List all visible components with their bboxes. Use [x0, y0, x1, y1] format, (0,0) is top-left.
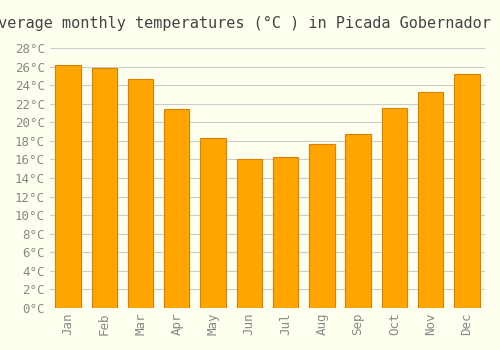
Title: Average monthly temperatures (°C ) in Picada Gobernador López: Average monthly temperatures (°C ) in Pi…: [0, 15, 500, 31]
Bar: [56, 65, 80, 308]
Bar: [128, 79, 153, 308]
Bar: [200, 138, 226, 308]
Bar: [309, 144, 334, 308]
Bar: [273, 157, 298, 308]
Bar: [418, 92, 444, 308]
Bar: [236, 160, 262, 308]
Bar: [164, 110, 190, 308]
Bar: [454, 74, 479, 308]
Bar: [92, 68, 117, 308]
Bar: [382, 108, 407, 308]
Bar: [346, 134, 371, 308]
